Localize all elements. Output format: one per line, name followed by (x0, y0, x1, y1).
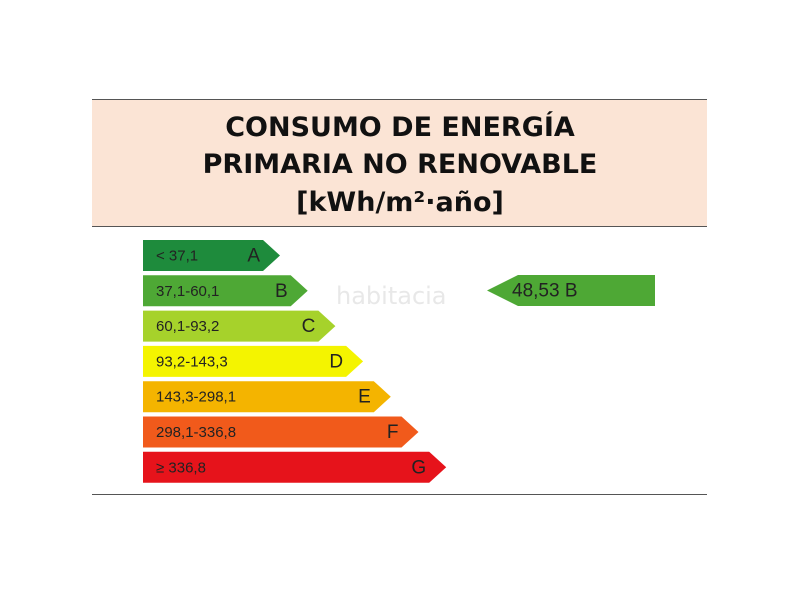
band-range: < 37,1 (156, 247, 198, 264)
band-arrow (143, 451, 447, 483)
band-range: ≥ 336,8 (156, 459, 206, 476)
band-arrow (143, 310, 336, 342)
band-range: 93,2-143,3 (156, 353, 228, 370)
band-letter: C (302, 316, 316, 337)
band-letter: D (329, 351, 343, 372)
band-range: 37,1-60,1 (156, 283, 219, 300)
band-range: 298,1-336,8 (156, 424, 236, 441)
indicator-label: 48,53 B (512, 281, 578, 302)
band-arrow (143, 275, 308, 307)
header-background (92, 99, 707, 226)
title-line: [kWh/m²·año] (296, 187, 504, 218)
band-letter: B (275, 281, 288, 302)
band-range: 60,1-93,2 (156, 318, 219, 335)
band-arrow (143, 416, 419, 448)
band-arrow (143, 240, 280, 271)
title-line: PRIMARIA NO RENOVABLE (203, 149, 598, 180)
indicator-arrow (487, 275, 655, 306)
watermark: habitacia (336, 282, 447, 310)
band-arrow (143, 381, 391, 413)
band-letter: A (247, 246, 260, 267)
title-line: CONSUMO DE ENERGÍA (225, 111, 575, 143)
band-letter: F (387, 422, 399, 443)
band-letter: G (411, 457, 426, 478)
band-arrow (143, 345, 364, 377)
band-range: 143,3-298,1 (156, 389, 236, 406)
band-letter: E (358, 387, 371, 408)
